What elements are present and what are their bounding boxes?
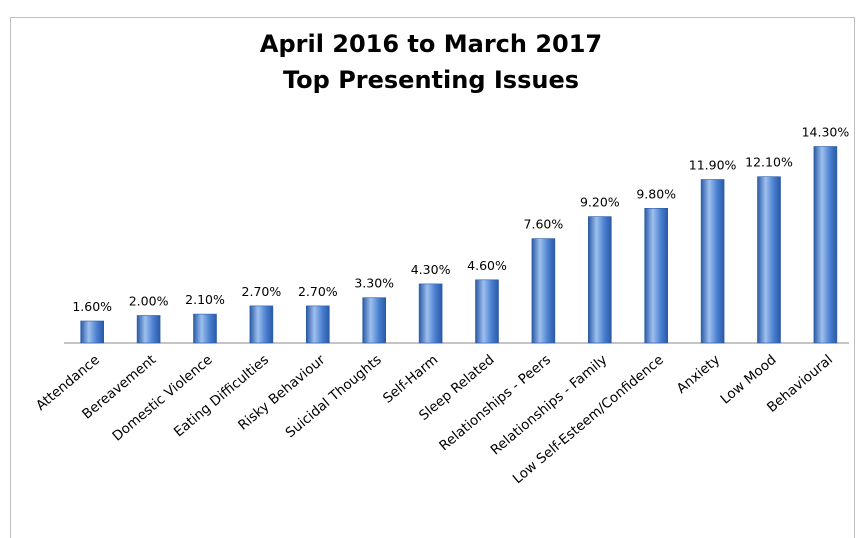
data-label-0: 1.60%: [72, 299, 112, 314]
chart-subtitle: Top Presenting Issues: [283, 66, 579, 94]
bar-12: [757, 176, 781, 344]
data-labels-group: 1.60% 2.00% 2.10% 2.70% 2.70% 3.30% 4.30% 4.60%…: [72, 125, 849, 315]
data-label-6: 4.30%: [411, 262, 451, 277]
data-label-13: 14.30%: [802, 125, 850, 140]
data-label-9: 9.20%: [580, 195, 620, 210]
data-label-4: 2.70%: [298, 284, 338, 299]
data-label-11: 11.90%: [689, 158, 737, 173]
data-label-5: 3.30%: [354, 276, 394, 291]
data-label-3: 2.70%: [242, 284, 282, 299]
bar-13: [813, 146, 838, 344]
chart-frame: [10, 17, 855, 538]
bar-1: [136, 315, 161, 344]
category-label-11: Anxiety: [674, 352, 723, 397]
bar-11: [700, 179, 725, 344]
category-label-5: Suicidal Thoughts: [283, 352, 385, 441]
bar-8: [531, 238, 556, 344]
data-label-2: 2.10%: [185, 292, 225, 307]
bars-group: [80, 146, 838, 344]
bar-6: [418, 283, 443, 344]
bar-7: [475, 279, 499, 344]
chart-title: April 2016 to March 2017: [260, 30, 602, 58]
bar-9: [587, 216, 612, 344]
data-label-10: 9.80%: [636, 186, 676, 201]
data-label-1: 2.00%: [129, 294, 169, 309]
bar-5: [362, 297, 387, 344]
bar-0: [80, 320, 104, 344]
category-label-2: Domestic Violence: [109, 352, 215, 445]
data-label-12: 12.10%: [745, 155, 793, 170]
data-label-7: 4.60%: [467, 258, 507, 273]
category-label-3: Eating Difficulties: [171, 352, 272, 440]
bar-2: [193, 313, 217, 344]
data-label-8: 7.60%: [524, 217, 564, 232]
bar-3: [249, 305, 274, 344]
bar-4: [305, 305, 330, 344]
bar-10: [644, 208, 669, 344]
